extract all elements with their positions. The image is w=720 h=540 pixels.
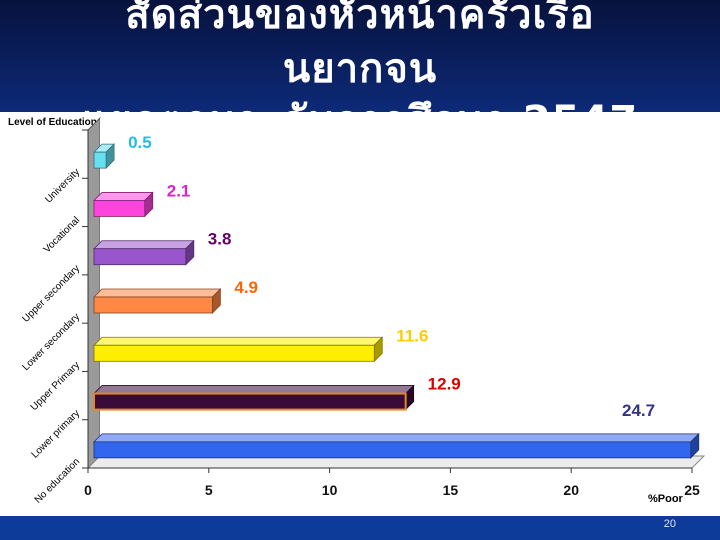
data-label: 3.8: [208, 230, 232, 249]
x-tick-label: 15: [443, 482, 459, 498]
page-number: 20: [663, 518, 676, 530]
x-tick-label: 10: [322, 482, 338, 498]
bar: [93, 344, 375, 362]
bar-top: [93, 240, 195, 250]
data-label: 2.1: [167, 181, 191, 200]
slide-title-line-1: สัดส่วนของหัวหน้าครัวเรือ: [125, 0, 595, 38]
data-label: 0.5: [128, 133, 152, 152]
category-label: Lower primary: [30, 408, 83, 461]
x-tick-label: 25: [684, 482, 700, 498]
data-label: 24.7: [622, 401, 655, 420]
slide-title-line-3: แยกตามระดับการศึกษา 2547: [0, 88, 720, 112]
x-tick-label: 5: [205, 482, 213, 498]
bar: [93, 151, 107, 169]
bar-top: [93, 433, 700, 443]
category-label: Vocational: [42, 215, 82, 255]
category-label: Upper Primary: [29, 360, 82, 413]
bar-top: [93, 385, 415, 394]
chart-back-wall: [100, 118, 704, 456]
category-label: No education: [33, 456, 82, 505]
x-tick-label: 0: [84, 482, 92, 498]
bar-top: [93, 288, 222, 298]
data-label: 12.9: [428, 375, 461, 394]
slide-footer: 20: [0, 516, 720, 540]
x-tick-label: 20: [563, 482, 579, 498]
slide-header: สัดส่วนของหัวหน้าครัวเรือ นยากจน แยกตามร…: [0, 0, 720, 112]
bar: [93, 441, 692, 459]
bar: [93, 392, 407, 411]
slide-title-line-2: นยากจน: [282, 46, 438, 92]
education-poverty-chart: Level of Education %Poor 0 5 10 15 20 25 Unive…: [8, 116, 706, 506]
y-axis-title: Level of Education: [8, 117, 97, 128]
category-label: University: [43, 167, 82, 206]
bar-top: [93, 336, 384, 346]
bar-top: [93, 192, 154, 201]
bar: [93, 200, 146, 217]
data-label: 11.6: [396, 326, 428, 345]
bar: [93, 248, 187, 266]
x-axis-title: %Poor: [648, 493, 684, 505]
data-label: 4.9: [234, 278, 258, 297]
bar: [93, 296, 213, 314]
